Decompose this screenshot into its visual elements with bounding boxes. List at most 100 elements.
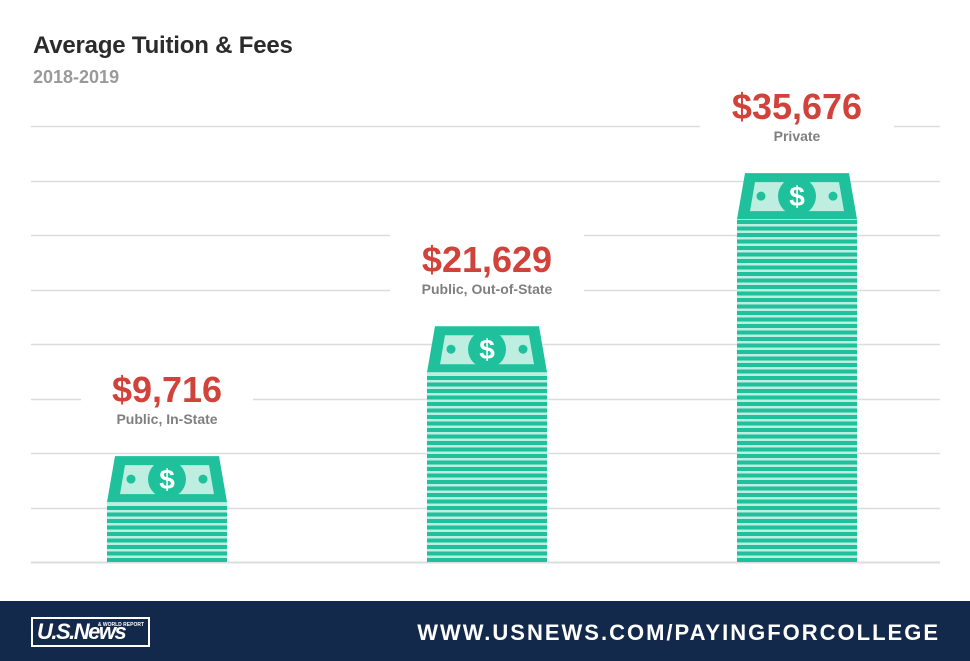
- bill-stripe: [737, 311, 857, 315]
- bill-stripe: [107, 538, 227, 543]
- bill-stripe: [737, 304, 857, 309]
- bill-stripe: [427, 545, 547, 549]
- usnews-logo[interactable]: U.S.News & WORLD REPORT: [31, 617, 150, 647]
- category-label: Private: [774, 128, 821, 144]
- bill-stripe: [427, 454, 547, 458]
- chart-title: Average Tuition & Fees: [33, 32, 293, 59]
- bill-stripe: [427, 558, 547, 562]
- bill-stripe: [107, 545, 227, 549]
- bill-stripe: [107, 512, 227, 517]
- bill-stripe: [427, 532, 547, 536]
- bill-stripe: [427, 441, 547, 445]
- value-label: $9,716: [112, 369, 222, 410]
- category-label: Public, In-State: [116, 411, 217, 427]
- bill-stripe: [737, 486, 857, 491]
- bill-stripe: [427, 493, 547, 497]
- bill-stripe: [737, 278, 857, 283]
- bill-stripe: [737, 259, 857, 263]
- dollar-sign-icon: $: [159, 464, 175, 495]
- category-label: Public, Out-of-State: [422, 281, 553, 297]
- value-label: $21,629: [422, 239, 552, 280]
- bill-stripe: [427, 512, 547, 517]
- label-background: [81, 350, 253, 435]
- bill-stripe: [427, 486, 547, 491]
- bill-stripe: [737, 252, 857, 257]
- bill-stripe: [737, 226, 857, 231]
- bill-stripe: [737, 428, 857, 432]
- bill-stripe: [737, 369, 857, 374]
- bill-stripe: [737, 343, 857, 348]
- bill-stripe: [737, 415, 857, 419]
- chart-subtitle: 2018-2019: [33, 67, 120, 87]
- bill-dot-right: [198, 474, 208, 484]
- bill-stripe: [737, 408, 857, 413]
- bill-stripe: [737, 330, 857, 335]
- bill-stripe: [737, 356, 857, 361]
- bill-dot-left: [446, 344, 456, 354]
- bill-stripe: [737, 467, 857, 471]
- bill-stripe: [427, 402, 547, 406]
- bill-stripe: [427, 538, 547, 543]
- bill-stripe: [427, 395, 547, 400]
- bill-stripe: [737, 291, 857, 296]
- label-background: [390, 220, 584, 305]
- footer-url-link[interactable]: WWW.USNEWS.COM/PAYINGFORCOLLEGE: [417, 620, 940, 645]
- bill-stripe: [737, 493, 857, 497]
- bill-dot-left: [126, 474, 136, 484]
- bill-stripe: [737, 558, 857, 562]
- bill-stripe: [737, 512, 857, 517]
- bill-stripe: [737, 337, 857, 341]
- bill-stripe: [427, 467, 547, 471]
- bill-stripe: [427, 480, 547, 484]
- bill-stripe: [427, 382, 547, 387]
- bill-stripe: [737, 350, 857, 354]
- bill-stripe: [427, 551, 547, 556]
- bill-stripe: [737, 395, 857, 400]
- bill-stripe: [107, 532, 227, 536]
- bill-stripe: [427, 389, 547, 393]
- bill-stripe: [737, 434, 857, 439]
- bill-stripe: [737, 382, 857, 387]
- label-background: [700, 67, 894, 152]
- bill-stripe: [107, 551, 227, 556]
- dollar-coin-icon: [468, 330, 506, 369]
- bill-stripe: [427, 506, 547, 510]
- bill-stripe: [427, 428, 547, 432]
- bill-stripe: [737, 317, 857, 322]
- value-label: $35,676: [732, 86, 862, 127]
- bill-stripe: [737, 402, 857, 406]
- bill-stripe: [737, 363, 857, 367]
- bill-stripe: [107, 519, 227, 523]
- bill-stripe: [737, 460, 857, 465]
- bill-stripe: [737, 272, 857, 276]
- dollar-coin-icon: [148, 460, 186, 499]
- bill-stripe: [737, 538, 857, 543]
- bill-dot-left: [756, 191, 766, 201]
- bill-stripe: [427, 525, 547, 530]
- bill-stripe: [107, 525, 227, 530]
- dollar-sign-icon: $: [479, 334, 495, 365]
- bill-dot-right: [828, 191, 838, 201]
- bill-stripe: [737, 421, 857, 426]
- bill-stripe: [427, 408, 547, 413]
- bill-stripe: [737, 519, 857, 523]
- bill-stripe: [427, 415, 547, 419]
- bill-stripe: [427, 499, 547, 504]
- bill-stripe: [427, 376, 547, 380]
- bill-stripe: [737, 480, 857, 484]
- bill-stripe: [737, 499, 857, 504]
- bill-stripe: [737, 447, 857, 452]
- bill-stripe: [427, 421, 547, 426]
- dollar-coin-icon: [778, 177, 816, 216]
- bill-stripe: [737, 285, 857, 289]
- bill-stripe: [737, 265, 857, 270]
- bill-stripe: [737, 551, 857, 556]
- bill-stripe: [737, 220, 857, 224]
- bill-stripe: [737, 246, 857, 250]
- bill-dot-right: [518, 344, 528, 354]
- bill-stripe: [737, 454, 857, 458]
- bill-stripe: [737, 441, 857, 445]
